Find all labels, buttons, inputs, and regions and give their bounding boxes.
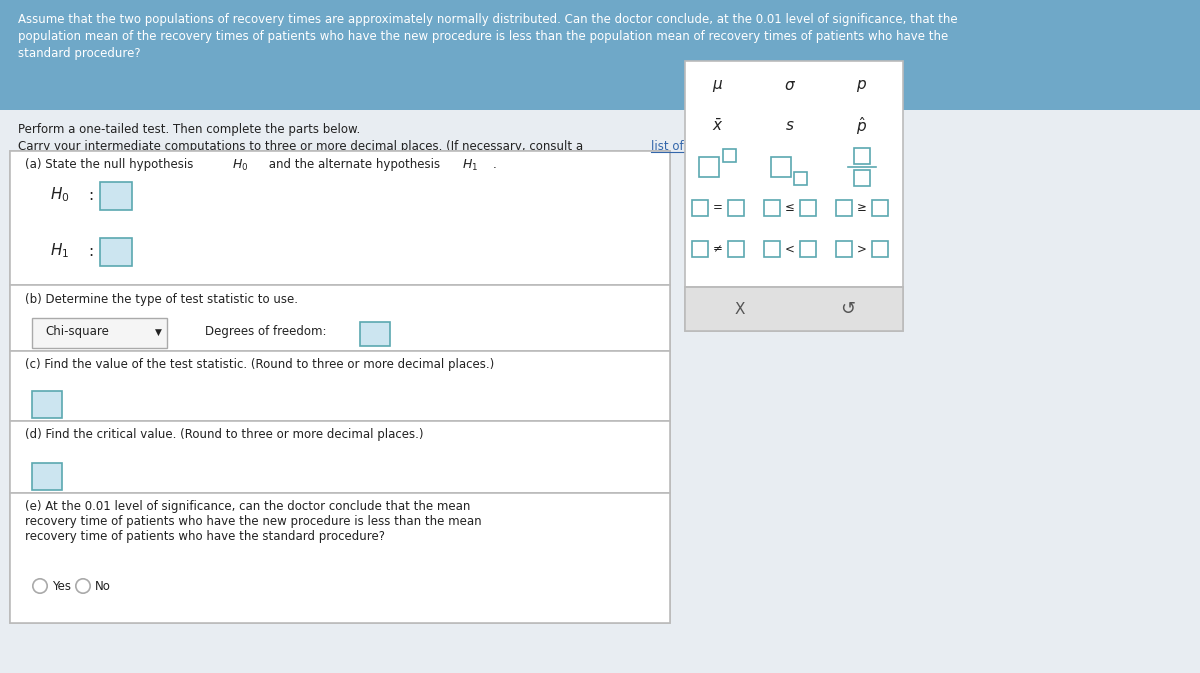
- Bar: [764, 241, 780, 257]
- Text: Degrees of freedom:: Degrees of freedom:: [205, 326, 326, 339]
- Bar: [692, 200, 708, 216]
- Text: Chi-square: Chi-square: [46, 326, 109, 339]
- Bar: [800, 200, 816, 216]
- Text: (b) Determine the type of test statistic to use.: (b) Determine the type of test statistic…: [25, 293, 298, 306]
- Text: =: =: [713, 201, 722, 215]
- Text: $\mu$: $\mu$: [713, 78, 724, 94]
- Bar: [728, 241, 744, 257]
- Text: $\bar{x}$: $\bar{x}$: [713, 118, 724, 134]
- Bar: [0, 0, 1200, 110]
- Text: :: :: [88, 244, 94, 258]
- Bar: [360, 322, 390, 346]
- Text: $H_1$: $H_1$: [462, 158, 478, 173]
- Bar: [772, 157, 791, 177]
- Text: <: <: [785, 242, 794, 256]
- Text: list of formulas: list of formulas: [652, 140, 739, 153]
- Text: $H_0$: $H_0$: [232, 158, 248, 173]
- Text: .: .: [493, 158, 497, 171]
- Text: $\hat{p}$: $\hat{p}$: [857, 115, 868, 137]
- Text: recovery time of patients who have the standard procedure?: recovery time of patients who have the s…: [25, 530, 385, 543]
- Bar: [32, 391, 62, 418]
- Text: ≥: ≥: [857, 201, 866, 215]
- Bar: [692, 241, 708, 257]
- Text: Carry your intermediate computations to three or more decimal places. (If necess: Carry your intermediate computations to …: [18, 140, 587, 153]
- Bar: [10, 151, 670, 285]
- Text: ↺: ↺: [840, 300, 856, 318]
- Text: No: No: [95, 579, 110, 592]
- Text: $H_0$: $H_0$: [50, 186, 70, 205]
- Text: (d) Find the critical value. (Round to three or more decimal places.): (d) Find the critical value. (Round to t…: [25, 428, 424, 441]
- Bar: [794, 172, 808, 184]
- Text: Assume that the two populations of recovery times are approximately normally dis: Assume that the two populations of recov…: [18, 13, 958, 26]
- Bar: [836, 241, 852, 257]
- Text: (c) Find the value of the test statistic. (Round to three or more decimal places: (c) Find the value of the test statistic…: [25, 358, 494, 371]
- Bar: [10, 493, 670, 623]
- Bar: [764, 200, 780, 216]
- Text: $p$: $p$: [857, 78, 868, 94]
- Text: recovery time of patients who have the new procedure is less than the mean: recovery time of patients who have the n…: [25, 515, 481, 528]
- Text: .): .): [760, 140, 768, 153]
- Bar: [854, 170, 870, 186]
- Bar: [685, 61, 904, 331]
- Text: population mean of the recovery times of patients who have the new procedure is : population mean of the recovery times of…: [18, 30, 948, 43]
- Text: ≠: ≠: [713, 242, 722, 256]
- Bar: [10, 421, 670, 493]
- Text: (a) State the null hypothesis: (a) State the null hypothesis: [25, 158, 197, 171]
- Text: X: X: [734, 302, 745, 316]
- Text: ≤: ≤: [785, 201, 794, 215]
- Text: ▼: ▼: [155, 328, 162, 336]
- Bar: [728, 200, 744, 216]
- Bar: [698, 157, 719, 177]
- Bar: [800, 241, 816, 257]
- Text: :: :: [88, 188, 94, 203]
- Text: standard procedure?: standard procedure?: [18, 47, 140, 60]
- Bar: [872, 241, 888, 257]
- Bar: [0, 110, 1200, 673]
- Text: and the alternate hypothesis: and the alternate hypothesis: [265, 158, 444, 171]
- Text: >: >: [857, 242, 866, 256]
- Bar: [10, 285, 670, 351]
- Text: Perform a one-tailed test. Then complete the parts below.: Perform a one-tailed test. Then complete…: [18, 123, 360, 136]
- Text: (e) At the 0.01 level of significance, can the doctor conclude that the mean: (e) At the 0.01 level of significance, c…: [25, 500, 470, 513]
- Text: Yes: Yes: [52, 579, 71, 592]
- Text: $s$: $s$: [785, 118, 794, 133]
- Bar: [854, 148, 870, 164]
- Bar: [836, 200, 852, 216]
- Bar: [100, 238, 132, 266]
- Bar: [722, 149, 736, 162]
- Text: $H_1$: $H_1$: [50, 242, 70, 260]
- Bar: [32, 463, 62, 490]
- Bar: [685, 287, 904, 331]
- Bar: [872, 200, 888, 216]
- Text: $\sigma$: $\sigma$: [784, 79, 796, 94]
- Bar: [100, 182, 132, 210]
- Bar: [32, 318, 167, 348]
- Bar: [10, 151, 670, 623]
- Bar: [10, 351, 670, 421]
